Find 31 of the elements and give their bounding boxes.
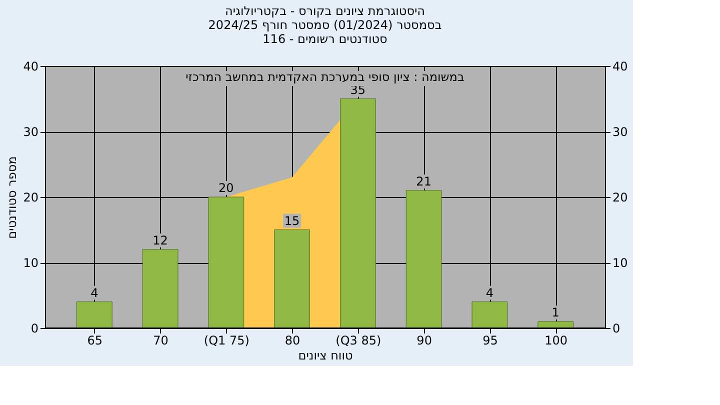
y-tick-label: 10: [23, 256, 38, 270]
y2-tick-label: 20: [612, 190, 628, 204]
data-label: 21: [416, 174, 432, 188]
data-label: 12: [152, 233, 168, 248]
x-tick-label: (Q3 85): [336, 334, 382, 348]
x-tick-label: 95: [482, 334, 498, 348]
y-tick-label: 0: [30, 322, 38, 336]
y-axis-title: מספר סטודנטים: [5, 156, 20, 239]
data-label: 1: [552, 305, 560, 320]
x-tick-label: (Q1 75): [204, 334, 250, 348]
y2-tick-label: 30: [612, 125, 628, 139]
text: סטודנטים רשומים - 116: [262, 32, 388, 46]
y-tick-label: 30: [23, 125, 38, 139]
data-label: 15: [284, 214, 300, 228]
x-tick-label: 65: [87, 334, 103, 348]
x-tick-label: 100: [544, 334, 568, 348]
data-label: 4: [486, 286, 494, 300]
x-tick-label: 80: [284, 334, 300, 348]
data-label: 20: [218, 181, 234, 195]
y-tick-label: 20: [23, 190, 38, 204]
y2-tick-label: 0: [612, 322, 620, 336]
text: היסטוגרמת ציונים בקורס - בקטריולוגיה: [224, 4, 426, 18]
y2-tick-label: 40: [612, 60, 628, 74]
x-axis-title: טווח ציונים: [298, 348, 353, 362]
x-tick-label: 90: [416, 334, 432, 348]
x-tick-label: 70: [153, 334, 168, 348]
text: בסמסטר (01/2024) סמסטר חורף 2024/25: [208, 18, 442, 32]
annotation: במשומה : ציון סופי במערכת האקדמית במחשב המרכזי: [186, 70, 464, 84]
y2-tick-label: 10: [612, 256, 628, 270]
y-tick-label: 40: [23, 60, 38, 74]
data-label: 4: [90, 286, 98, 300]
